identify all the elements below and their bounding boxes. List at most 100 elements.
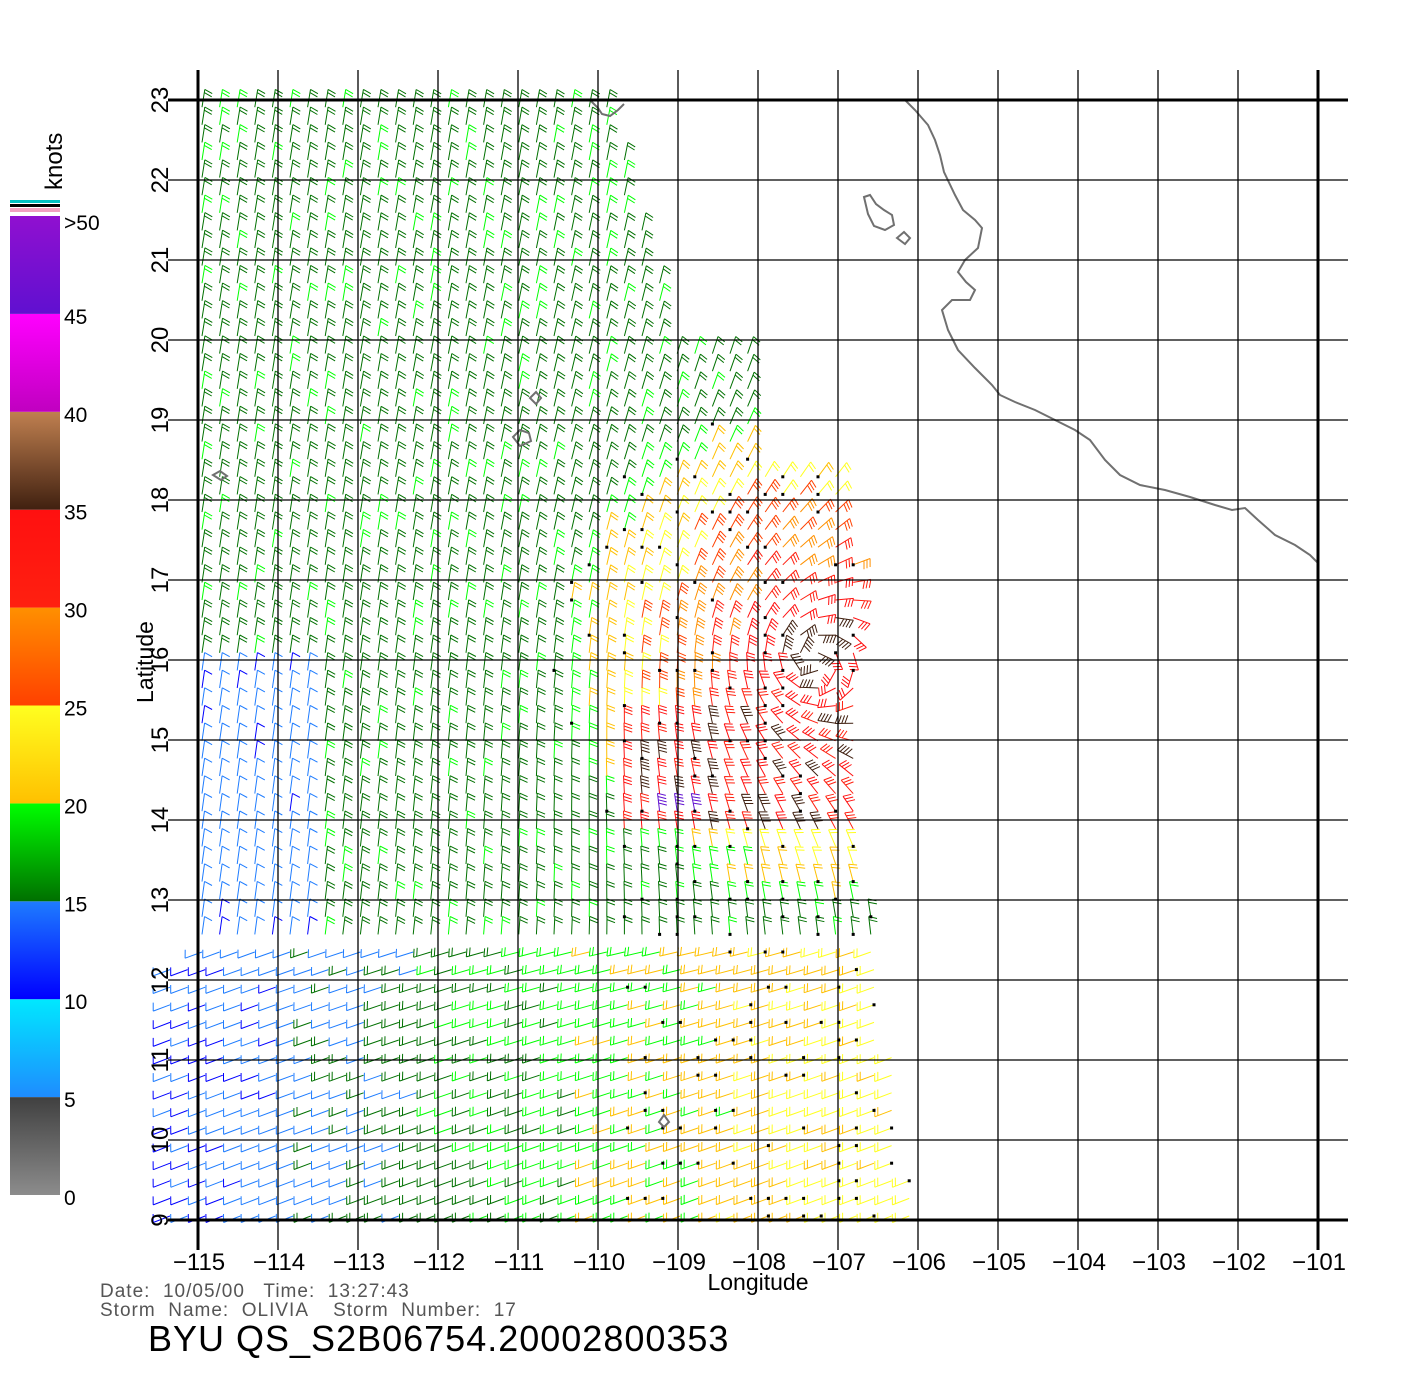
wind-barb [711,389,726,407]
wind-barb [342,317,354,337]
wind-barb [803,1018,822,1029]
wind-barb [236,828,248,847]
wind-barb [486,965,505,975]
wind-barb [504,1106,523,1117]
wind-barb [606,124,618,143]
wind-barb [483,317,495,337]
wind-barb [307,687,318,706]
wind-barb [236,106,248,125]
wind-barb [606,494,619,513]
wind-barb [377,300,389,319]
colorbar-label: 10 [64,991,87,1014]
wind-barb [874,1160,892,1171]
wind-barb [535,880,546,900]
wind-barb [219,863,230,882]
wind-barb [258,984,276,994]
wind-barb [622,792,633,812]
wind-barb [518,388,531,407]
wind-barb [518,775,528,794]
wind-barb [729,651,739,671]
wind-barb [500,458,513,477]
wind-barb [342,441,354,460]
wind-barb [465,581,477,601]
wind-barb [201,264,213,284]
wind-barb [412,159,424,178]
rain-flag [784,1020,788,1024]
wind-barb [152,985,171,994]
wind-barb [840,670,854,688]
wind-barb [676,388,690,407]
wind-barb [725,845,736,865]
rain-flag [661,1020,665,1024]
wind-barb [657,757,667,777]
wind-barb [698,1159,716,1170]
wind-barb [770,706,784,724]
wind-barb [641,212,654,231]
wind-barb [395,898,406,917]
wind-barb [539,1088,558,1099]
wind-barb [342,652,354,671]
wind-barb [571,669,582,689]
wind-barb [395,441,407,460]
wind-barb [535,300,548,319]
rain-flag [693,580,697,584]
rain-flag [658,668,662,672]
rain-flag [781,897,785,901]
wind-barb [815,916,825,935]
wind-barb [574,1088,593,1099]
wind-barb [641,616,653,636]
longitude-tick-label: −110 [573,1249,625,1276]
wind-barb [152,1178,171,1188]
rain-flag [781,633,785,637]
wind-barb [539,1035,558,1046]
wind-barb [483,441,495,460]
wind-barb [751,1177,769,1188]
rain-flag [781,704,785,708]
wind-barb [817,462,834,478]
wind-barb [275,967,294,977]
wind-barb [201,546,213,565]
wind-barb [307,916,318,935]
wind-barb [609,1000,628,1011]
wind-barb [254,423,266,442]
wind-barb [500,546,512,565]
wind-barb [640,722,650,741]
wind-barb [346,1143,364,1153]
wind-barb [395,388,407,407]
rain-flag [837,1020,841,1024]
wind-barb [486,982,505,993]
wind-barb [571,423,584,442]
wind-barb [240,1178,259,1188]
wind-barb [342,265,354,284]
wind-barb [782,551,800,566]
wind-barb [698,1194,716,1206]
wind-barb [747,478,763,495]
wind-barb [398,1106,417,1117]
rain-flag [837,1196,841,1200]
wind-barb [764,550,782,566]
wind-barb [535,599,547,618]
wind-barb [698,1141,716,1153]
wind-barb [500,792,511,812]
wind-barb [553,89,565,108]
rain-flag [763,492,767,496]
wind-barb [416,983,435,994]
wind-barb [219,669,230,689]
colorbar-segment [10,313,60,412]
wind-barb [271,757,283,777]
wind-barb [307,388,319,407]
wind-barb [395,599,406,618]
wind-barb [447,141,460,161]
wind-barb [641,424,655,442]
wind-barb [803,1124,822,1135]
wind-barb [760,863,771,882]
wind-barb [711,442,727,460]
wind-barb [786,1106,804,1117]
wind-barb [381,983,399,994]
wind-barb [219,212,231,231]
rain-flag [798,792,802,796]
wind-barb [610,1177,628,1188]
wind-barb [838,1001,857,1012]
wind-barb [219,757,230,777]
wind-barb [627,1035,646,1046]
